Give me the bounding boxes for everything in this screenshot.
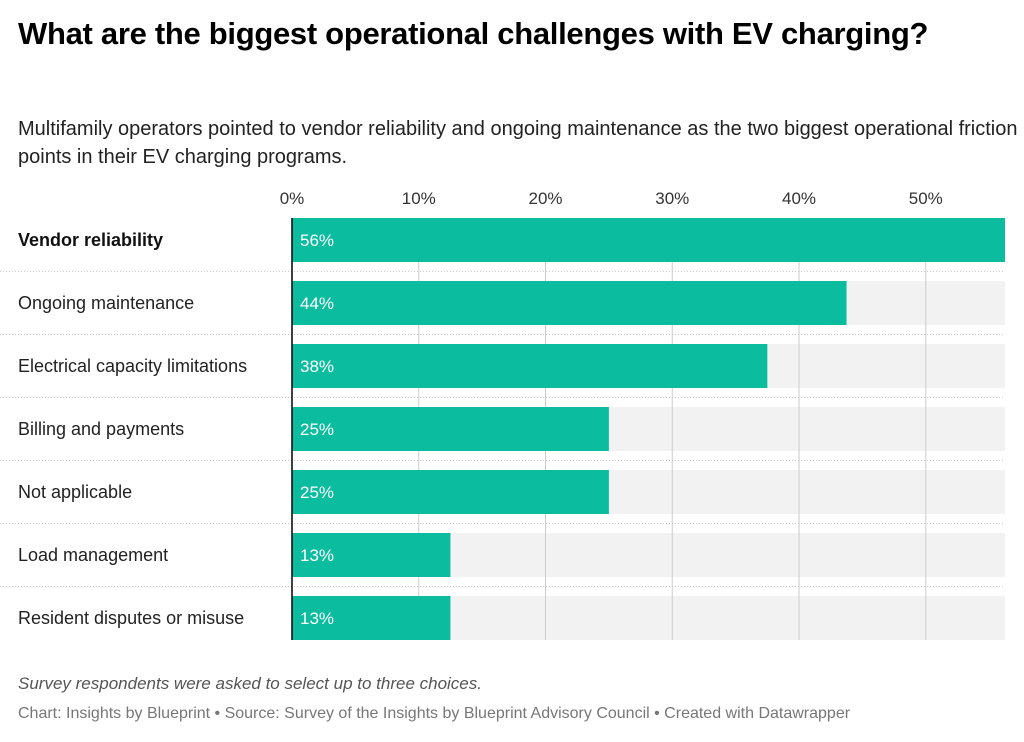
bar: [292, 407, 609, 451]
x-tick-label: 0%: [280, 189, 305, 208]
bar-value-label: 13%: [300, 609, 334, 628]
category-label: Electrical capacity limitations: [18, 356, 247, 376]
chart-note: Survey respondents were asked to select …: [18, 674, 482, 693]
bar: [292, 218, 1005, 262]
x-tick-label: 30%: [655, 189, 689, 208]
bar-value-label: 25%: [300, 420, 334, 439]
category-label: Billing and payments: [18, 419, 184, 439]
bar-value-label: 56%: [300, 231, 334, 250]
x-tick-label: 40%: [782, 189, 816, 208]
bar: [292, 533, 451, 577]
bar-chart: 0% 10% 20% 30% 40% 50% 56% Vendor reliability 44…: [0, 189, 1005, 640]
chart-byline: Chart: Insights by Blueprint • Source: S…: [18, 705, 851, 722]
bar: [292, 470, 609, 514]
category-label: Ongoing maintenance: [18, 293, 194, 313]
bar-value-label: 44%: [300, 294, 334, 313]
bar: [292, 596, 451, 640]
x-tick-label: 50%: [909, 189, 943, 208]
x-tick-label: 20%: [528, 189, 562, 208]
category-label: Resident disputes or misuse: [18, 608, 244, 628]
bar-value-label: 13%: [300, 546, 334, 565]
bar-value-label: 25%: [300, 483, 334, 502]
chart-title: What are the biggest operational challen…: [18, 16, 929, 51]
bar: [292, 281, 847, 325]
bar: [292, 344, 768, 388]
x-tick-label: 10%: [402, 189, 436, 208]
category-label: Not applicable: [18, 482, 132, 502]
category-label: Vendor reliability: [18, 230, 163, 250]
bar-value-label: 38%: [300, 357, 334, 376]
category-label: Load management: [18, 545, 168, 565]
chart-subtitle: Multifamily operators pointed to vendor …: [18, 118, 1018, 168]
